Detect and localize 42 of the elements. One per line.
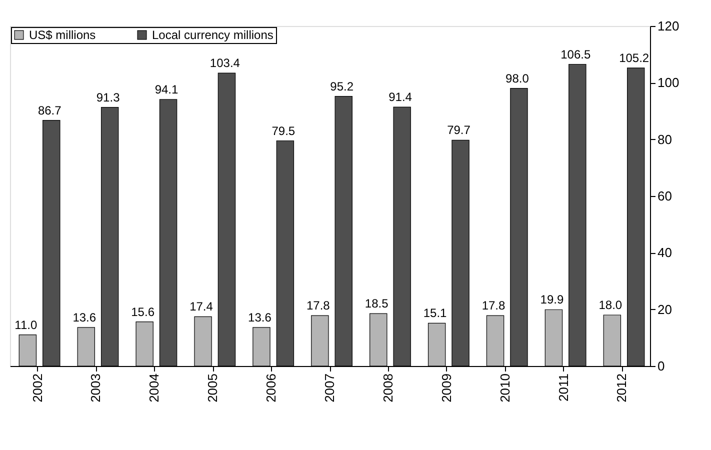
data-label: 91.4: [388, 90, 412, 104]
data-label: 17.4: [190, 300, 214, 314]
x-tick-label: 2005: [205, 374, 220, 402]
y-tick-label: 80: [658, 132, 672, 147]
data-label: 91.3: [96, 90, 120, 104]
data-label: 15.6: [131, 304, 155, 319]
y-tick-label: 60: [658, 188, 672, 204]
y-tick-label: 120: [658, 18, 680, 34]
data-label: 105.2: [619, 50, 650, 65]
x-tick-label: 2003: [88, 374, 104, 402]
data-label: 103.4: [210, 56, 240, 70]
data-label: 95.2: [330, 79, 354, 94]
data-label: 79.5: [272, 124, 296, 138]
x-tick-label: 2002: [30, 374, 45, 402]
data-label: 17.8: [306, 298, 330, 313]
data-label: 86.7: [38, 103, 62, 118]
x-tick-label: 2011: [556, 374, 571, 402]
data-label: 11.0: [14, 318, 38, 332]
data-label: 15.1: [423, 306, 448, 320]
x-tick-label: 2004: [146, 374, 162, 402]
data-label: 13.6: [248, 310, 272, 324]
x-tick-label: 2006: [264, 374, 279, 402]
x-tick-label: 2012: [614, 374, 630, 402]
legend-label: Local currency millions: [152, 28, 274, 42]
x-tick-label: 2010: [497, 374, 512, 402]
data-label: 106.5: [560, 47, 591, 62]
x-tick-label: 2009: [438, 374, 454, 402]
data-label: 17.8: [482, 298, 506, 313]
y-tick-label: 0: [658, 358, 665, 374]
data-label: 19.9: [540, 292, 564, 307]
data-label: 98.0: [506, 71, 530, 86]
y-tick-label: 100: [658, 75, 680, 90]
data-label: 18.0: [598, 298, 622, 312]
x-tick-label: 2008: [380, 374, 396, 402]
x-tick-label: 2007: [322, 374, 337, 402]
data-label: 18.5: [364, 296, 389, 311]
data-label: 94.1: [154, 82, 179, 96]
y-tick-label: 20: [658, 302, 672, 317]
data-label: 13.6: [72, 310, 96, 324]
data-label: 79.7: [447, 123, 471, 138]
y-tick-label: 40: [658, 245, 672, 260]
legend-label: US$ millions: [29, 28, 96, 42]
